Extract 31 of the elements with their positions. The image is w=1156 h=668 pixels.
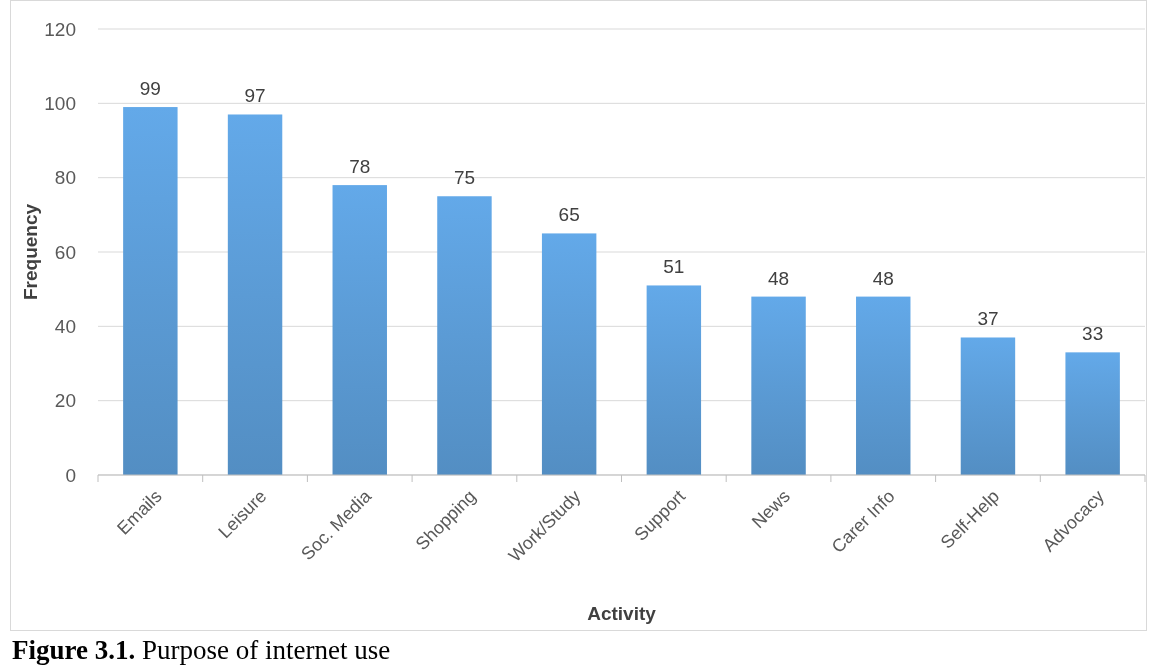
bar — [541, 233, 597, 475]
data-label: 65 — [558, 204, 580, 226]
data-label: 33 — [1082, 323, 1104, 345]
y-tick-label: 60 — [54, 241, 76, 263]
y-tick-label: 120 — [44, 18, 76, 40]
y-tick-label: 100 — [44, 92, 76, 114]
bar — [332, 185, 387, 475]
data-label: 37 — [977, 308, 999, 330]
bar — [856, 296, 911, 475]
y-tick-label: 20 — [54, 390, 76, 412]
data-label: 78 — [349, 156, 371, 178]
y-tick-label: 80 — [54, 167, 76, 189]
y-axis-title: Frequency — [20, 203, 41, 301]
y-tick-label: 40 — [54, 315, 76, 337]
bar — [751, 296, 806, 475]
caption: Figure 3.1. — [12, 635, 136, 665]
x-axis-title: Activity — [587, 603, 657, 624]
bar — [123, 107, 178, 475]
data-label: 51 — [663, 256, 685, 278]
text: Purpose of internet use — [135, 635, 391, 665]
y-tick-label: 0 — [65, 464, 76, 486]
data-label: 48 — [767, 267, 790, 289]
data-label: 48 — [872, 267, 894, 289]
bar — [1065, 352, 1120, 475]
data-label: 99 — [139, 78, 161, 100]
bar — [437, 196, 492, 475]
bar — [227, 114, 283, 475]
bar — [960, 337, 1016, 475]
bar — [646, 285, 702, 475]
data-label: 75 — [453, 167, 476, 189]
data-label: 97 — [244, 85, 266, 107]
